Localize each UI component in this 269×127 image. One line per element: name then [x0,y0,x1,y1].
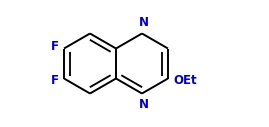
Text: N: N [139,98,149,110]
Text: N: N [139,17,149,29]
Text: F: F [51,40,59,53]
Text: OEt: OEt [173,74,197,87]
Text: F: F [51,74,59,87]
